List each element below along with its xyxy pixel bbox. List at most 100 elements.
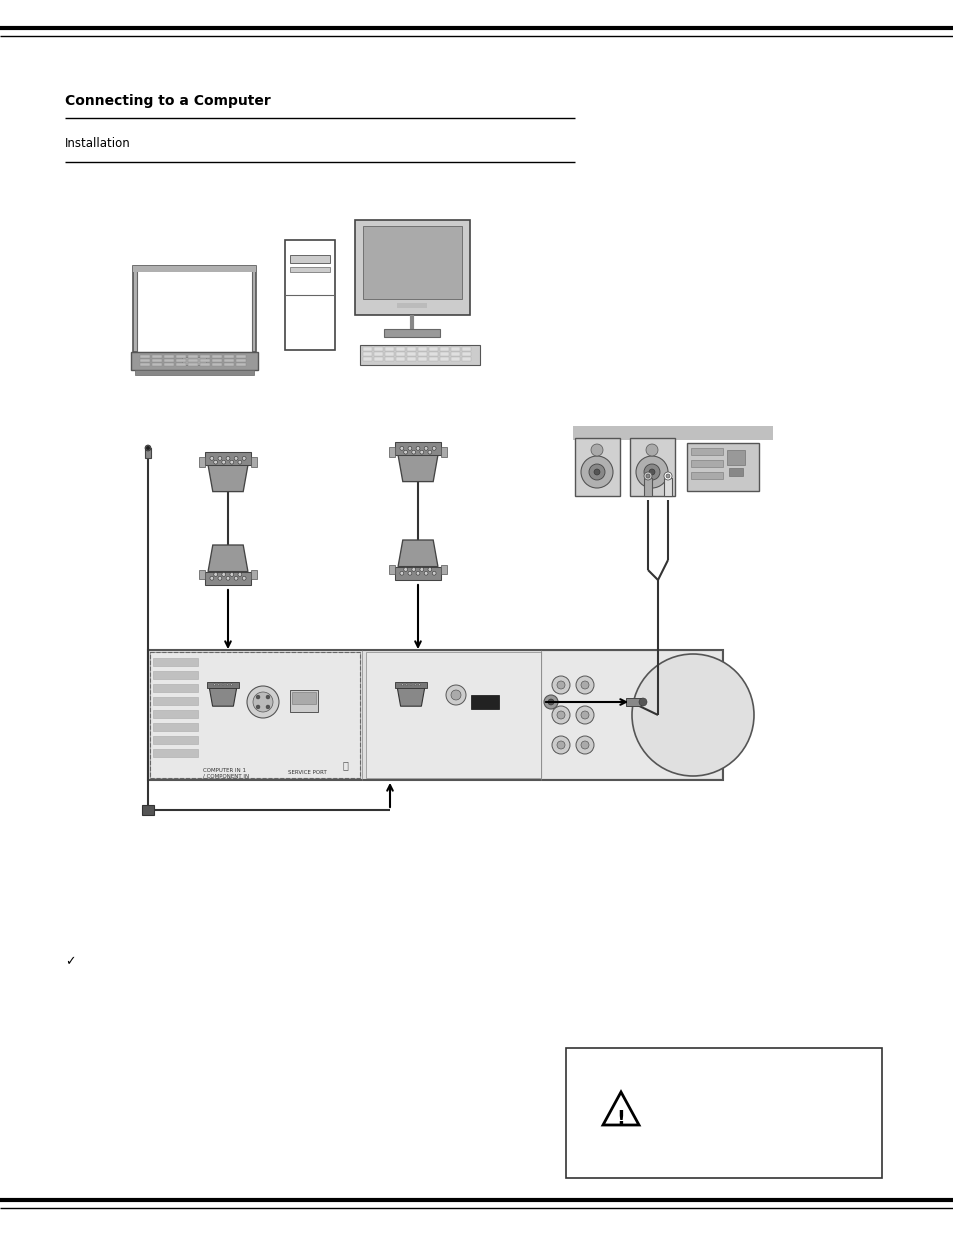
Bar — [565, 1049, 882, 1178]
Bar — [164, 363, 174, 366]
Bar — [164, 359, 174, 362]
Bar — [417, 347, 427, 351]
Circle shape — [432, 572, 436, 576]
Circle shape — [639, 698, 646, 706]
Bar — [140, 359, 151, 362]
Bar — [396, 303, 427, 308]
Bar — [429, 347, 437, 351]
Bar — [152, 658, 198, 666]
Bar — [451, 357, 459, 361]
Bar — [374, 352, 382, 356]
Circle shape — [576, 736, 594, 755]
Bar — [385, 357, 394, 361]
Bar — [152, 363, 162, 366]
Circle shape — [213, 684, 215, 685]
Polygon shape — [208, 545, 248, 572]
Circle shape — [557, 741, 564, 748]
Bar — [251, 569, 257, 579]
Bar — [366, 652, 540, 778]
Bar — [429, 352, 437, 356]
Text: SERVICE PORT: SERVICE PORT — [288, 769, 327, 776]
Circle shape — [643, 464, 659, 480]
Circle shape — [419, 568, 423, 572]
Circle shape — [419, 451, 423, 454]
Circle shape — [428, 451, 432, 454]
Circle shape — [237, 461, 241, 464]
Bar — [440, 447, 447, 457]
Bar — [164, 354, 174, 358]
Circle shape — [210, 577, 213, 580]
Circle shape — [217, 684, 219, 685]
Circle shape — [552, 706, 569, 724]
Polygon shape — [397, 540, 437, 567]
Bar — [440, 564, 447, 574]
Circle shape — [401, 684, 403, 685]
Bar — [573, 426, 772, 440]
Bar — [395, 357, 405, 361]
Bar — [363, 347, 372, 351]
Circle shape — [416, 446, 419, 451]
Circle shape — [590, 445, 602, 456]
Bar — [152, 354, 162, 358]
Bar — [290, 267, 330, 272]
Polygon shape — [208, 466, 248, 492]
Bar — [451, 347, 459, 351]
Circle shape — [242, 577, 246, 580]
Bar — [135, 370, 254, 375]
Bar — [176, 354, 186, 358]
Bar — [643, 478, 651, 496]
Polygon shape — [209, 688, 236, 706]
Bar — [439, 352, 449, 356]
Circle shape — [580, 711, 588, 719]
Bar — [133, 266, 256, 272]
Bar — [205, 572, 251, 585]
Circle shape — [547, 699, 554, 705]
Circle shape — [266, 705, 270, 709]
Bar — [395, 347, 405, 351]
Circle shape — [408, 446, 412, 451]
Circle shape — [406, 684, 407, 685]
Circle shape — [403, 451, 407, 454]
Circle shape — [222, 461, 226, 464]
Bar — [200, 354, 211, 358]
Bar — [471, 695, 498, 709]
Bar — [148, 650, 722, 781]
Bar — [439, 347, 449, 351]
Bar — [290, 690, 317, 713]
Circle shape — [218, 577, 222, 580]
Bar — [461, 357, 471, 361]
Bar — [133, 266, 256, 352]
Circle shape — [412, 451, 416, 454]
Circle shape — [247, 685, 278, 718]
Bar — [385, 352, 394, 356]
Circle shape — [588, 464, 604, 480]
Circle shape — [233, 577, 237, 580]
Bar — [395, 567, 440, 580]
Bar — [461, 347, 471, 351]
Bar — [224, 359, 234, 362]
Bar — [374, 347, 382, 351]
Bar — [189, 359, 198, 362]
Polygon shape — [397, 454, 437, 482]
Circle shape — [557, 680, 564, 689]
Bar — [150, 652, 359, 778]
Circle shape — [213, 461, 217, 464]
Circle shape — [226, 577, 230, 580]
Bar — [388, 447, 395, 457]
Circle shape — [424, 572, 428, 576]
Bar — [395, 352, 405, 356]
Circle shape — [403, 568, 407, 572]
Bar — [388, 564, 395, 574]
Bar — [417, 352, 427, 356]
Bar — [142, 805, 153, 815]
Bar — [407, 347, 416, 351]
Circle shape — [226, 684, 228, 685]
Text: Connecting to a Computer: Connecting to a Computer — [65, 94, 271, 107]
Circle shape — [643, 472, 651, 480]
Circle shape — [213, 573, 217, 577]
Bar — [728, 468, 742, 475]
Circle shape — [230, 573, 233, 577]
Circle shape — [552, 736, 569, 755]
Bar — [690, 459, 722, 467]
Bar — [224, 354, 234, 358]
